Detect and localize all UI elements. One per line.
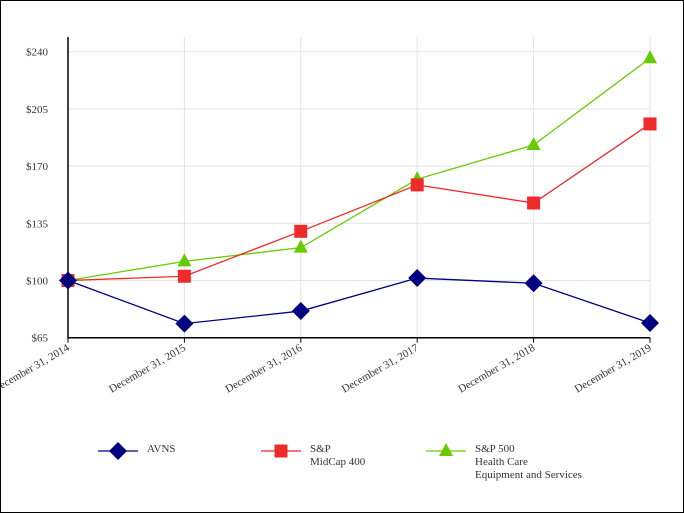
y-tick-label: $100 — [26, 276, 49, 288]
y-tick-label: $240 — [26, 47, 49, 59]
y-tick-label: $205 — [26, 104, 49, 116]
y-tick-label: $170 — [26, 161, 49, 173]
data-point-2 — [293, 239, 308, 253]
data-point-0 — [524, 274, 543, 293]
series-line-0 — [67, 277, 651, 325]
x-tick-label: December 31, 2016 — [223, 342, 304, 396]
data-point-0 — [408, 269, 427, 288]
data-point-2 — [177, 253, 192, 267]
x-tick-label: December 31, 2017 — [340, 342, 421, 396]
data-point-0 — [175, 314, 194, 333]
series-line-1 — [67, 123, 651, 282]
data-point-1 — [643, 117, 657, 131]
data-point-0 — [641, 313, 659, 332]
y-tick-label: $135 — [26, 218, 49, 230]
x-tick-label: December 31, 2015 — [107, 342, 188, 396]
y-tick-label: $65 — [32, 333, 49, 345]
legend-marker-2 — [439, 443, 453, 456]
data-point-2 — [643, 50, 657, 64]
legend-label-2: S&P 500 Health Care Equipment and Servic… — [475, 443, 582, 481]
data-point-0 — [291, 302, 310, 321]
data-point-1 — [410, 178, 424, 192]
series-line-2 — [67, 57, 651, 282]
legend-label-1: S&P MidCap 400 — [310, 443, 366, 468]
x-tick-label: December 31, 2018 — [456, 342, 537, 396]
data-point-2 — [526, 137, 541, 151]
legend-label-0: AVNS — [147, 443, 176, 455]
data-point-1 — [177, 269, 191, 283]
data-point-1 — [527, 196, 541, 210]
x-tick-label: December 31, 2014 — [1, 342, 72, 396]
data-point-0 — [59, 271, 77, 290]
data-point-1 — [294, 224, 308, 238]
x-tick-label: December 31, 2019 — [573, 342, 654, 396]
